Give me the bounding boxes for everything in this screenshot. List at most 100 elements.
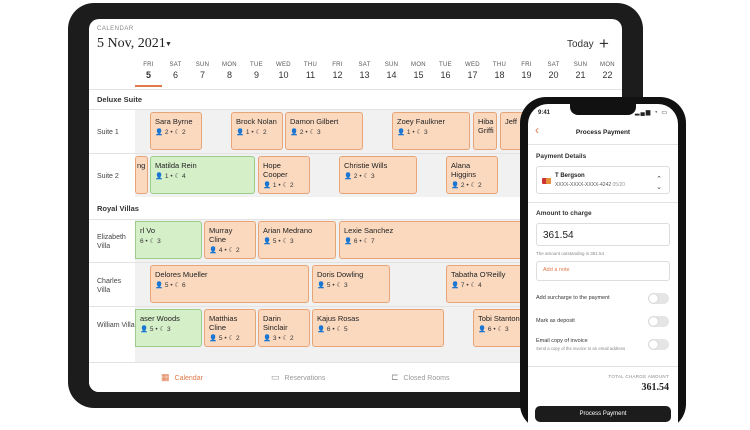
- day-column[interactable]: SUN 7: [189, 62, 216, 80]
- reservation-card[interactable]: Matilda Rein 👤 1 • ☾ 4: [150, 156, 255, 194]
- day-column[interactable]: THU 18: [486, 62, 513, 80]
- surcharge-toggle[interactable]: [648, 293, 669, 304]
- day-of-week: SUN: [384, 62, 399, 68]
- add-note-label: Add a note: [543, 267, 570, 273]
- deposit-label: Mark as deposit: [536, 318, 575, 324]
- day-column[interactable]: SUN 21: [567, 62, 594, 80]
- email-invoice-toggle[interactable]: [648, 339, 669, 350]
- room-label-charles-villa: Charles Villa: [97, 278, 122, 294]
- add-note-field[interactable]: Add a note: [536, 261, 670, 281]
- day-column[interactable]: TUE 16: [432, 62, 459, 80]
- reservation-card[interactable]: Delores Mueller 👤 5 • ☾ 6: [150, 265, 309, 303]
- day-of-week: FRI: [143, 62, 154, 68]
- guest-name: Sara Byrne: [155, 117, 193, 126]
- add-icon[interactable]: +: [599, 34, 609, 53]
- day-number: 5: [145, 70, 151, 80]
- screen-title: Process Payment: [575, 129, 631, 136]
- day-number: 12: [332, 70, 343, 80]
- day-column[interactable]: MON 8: [216, 62, 243, 80]
- day-column[interactable]: FRI 19: [513, 62, 540, 80]
- day-of-week: SAT: [169, 62, 182, 68]
- deposit-toggle[interactable]: [648, 316, 669, 327]
- reservation-card[interactable]: rl Vo 6 • ☾ 3: [135, 221, 202, 259]
- nav-reservations[interactable]: ▭ Reservations: [271, 372, 325, 383]
- day-number: 21: [575, 70, 586, 80]
- day-column[interactable]: MON 22: [594, 62, 621, 80]
- amount-input[interactable]: 361.54: [536, 223, 670, 246]
- date-selector[interactable]: 5 Nov, 2021: [97, 36, 166, 51]
- day-number: 19: [521, 70, 532, 80]
- reservation-card[interactable]: Hope Cooper 👤 1 • ☾ 2: [258, 156, 310, 194]
- day-column[interactable]: SAT 20: [540, 62, 567, 80]
- reservation-card[interactable]: Matthias Cline 👤 5 • ☾ 2: [204, 309, 256, 347]
- room-label-elizabeth-villa: Elizabeth Villa: [97, 234, 126, 250]
- day-column[interactable]: MON 15: [405, 62, 432, 80]
- day-of-week: THU: [492, 62, 507, 68]
- guest-name: Delores Mueller: [155, 270, 208, 279]
- chevron-down-icon[interactable]: ▼: [165, 41, 172, 48]
- reservation-card[interactable]: Darin Sinclair 👤 3 • ☾ 2: [258, 309, 310, 347]
- nav-closed-rooms[interactable]: ⊏ Closed Rooms: [391, 372, 449, 383]
- day-number: 9: [253, 70, 259, 80]
- day-of-week: FRI: [332, 62, 343, 68]
- guest-meta: 👤 2 • ☾ 3: [290, 129, 321, 136]
- day-of-week: SAT: [547, 62, 560, 68]
- reservation-card[interactable]: Kajus Rosas 👤 6 • ☾ 5: [312, 309, 444, 347]
- reservation-card[interactable]: Zoey Faulkner 👤 1 • ☾ 3: [392, 112, 470, 150]
- reservation-card[interactable]: Alana Higgins 👤 2 • ☾ 2: [446, 156, 498, 194]
- day-column[interactable]: THU 11: [297, 62, 324, 80]
- day-column[interactable]: SAT 6: [162, 62, 189, 80]
- nav-calendar-label: Calendar: [174, 375, 203, 382]
- card-number-value: XXXX-XXXX-XXXX-4242: [555, 182, 612, 188]
- day-column[interactable]: TUE 9: [243, 62, 270, 80]
- surcharge-label: Add surcharge to the payment: [536, 295, 610, 301]
- divider: [89, 153, 622, 154]
- guest-name: Tobi Stanton: [478, 314, 520, 323]
- day-column[interactable]: FRI 5: [135, 62, 162, 80]
- payment-details-label: Payment Details: [536, 153, 587, 160]
- reservation-card[interactable]: Hiba Griffi: [473, 112, 497, 150]
- reservation-card[interactable]: ng: [135, 156, 148, 194]
- day-column[interactable]: FRI 12: [324, 62, 351, 80]
- reservation-card[interactable]: Arian Medrano 👤 5 • ☾ 3: [258, 221, 336, 259]
- room-label-suite-1: Suite 1: [97, 129, 119, 136]
- guest-name: Matthias Cline: [209, 314, 238, 332]
- card-holder-name: T Bergson: [555, 173, 585, 179]
- reservation-card[interactable]: Christie Wills 👤 2 • ☾ 3: [339, 156, 417, 194]
- day-of-week: WED: [465, 62, 480, 68]
- guest-meta: 👤 2 • ☾ 3: [344, 173, 375, 180]
- guest-name: Jeff: [505, 117, 517, 126]
- amount-label: Amount to charge: [536, 210, 592, 217]
- day-number: 22: [602, 70, 613, 80]
- day-column[interactable]: WED 17: [459, 62, 486, 80]
- guest-name: Matilda Rein: [155, 161, 197, 170]
- process-payment-button[interactable]: Process Payment: [535, 406, 671, 422]
- divider: [89, 219, 622, 220]
- guest-name: ng: [137, 161, 146, 170]
- reservation-card[interactable]: Murray Cline 👤 4 • ☾ 2: [204, 221, 256, 259]
- today-button[interactable]: Today: [567, 39, 594, 50]
- phone-device: 9:41 ▂▄▆ ◔ ▭ ‹ Process Payment Payment D…: [520, 97, 686, 430]
- back-icon[interactable]: ‹: [535, 123, 539, 137]
- guest-name: Arian Medrano: [263, 226, 313, 235]
- day-column[interactable]: SUN 14: [378, 62, 405, 80]
- room-label-william-villa: William Villa: [97, 322, 135, 329]
- day-column[interactable]: SAT 13: [351, 62, 378, 80]
- guest-meta: 👤 7 • ☾ 4: [451, 282, 482, 289]
- guest-meta: 👤 3 • ☾ 2: [263, 335, 294, 342]
- reservation-card[interactable]: Sara Byrne 👤 2 • ☾ 2: [150, 112, 202, 150]
- reservation-card[interactable]: aser Woods 👤 5 • ☾ 3: [135, 309, 202, 347]
- reservation-card[interactable]: Brock Nolan 👤 1 • ☾ 2: [231, 112, 283, 150]
- guest-name: Hope Cooper: [263, 161, 288, 179]
- nav-calendar[interactable]: ▦ Calendar: [161, 372, 203, 383]
- divider: [89, 306, 622, 307]
- divider: [528, 366, 678, 367]
- reservation-card[interactable]: Doris Dowling 👤 5 • ☾ 3: [312, 265, 390, 303]
- day-number: 16: [440, 70, 451, 80]
- card-selector[interactable]: T Bergson XXXX-XXXX-XXXX-4242 05/20 ⌃ ⌄: [536, 166, 670, 194]
- section-row: [89, 197, 622, 219]
- reservation-card[interactable]: Damon Gilbert 👤 2 • ☾ 3: [285, 112, 363, 150]
- email-invoice-sublabel: Send a copy of the invoice to an email a…: [536, 346, 626, 351]
- reservation-card[interactable]: Lexie Sanchez 👤 6 • ☾ 7: [339, 221, 539, 259]
- day-column[interactable]: WED 10: [270, 62, 297, 80]
